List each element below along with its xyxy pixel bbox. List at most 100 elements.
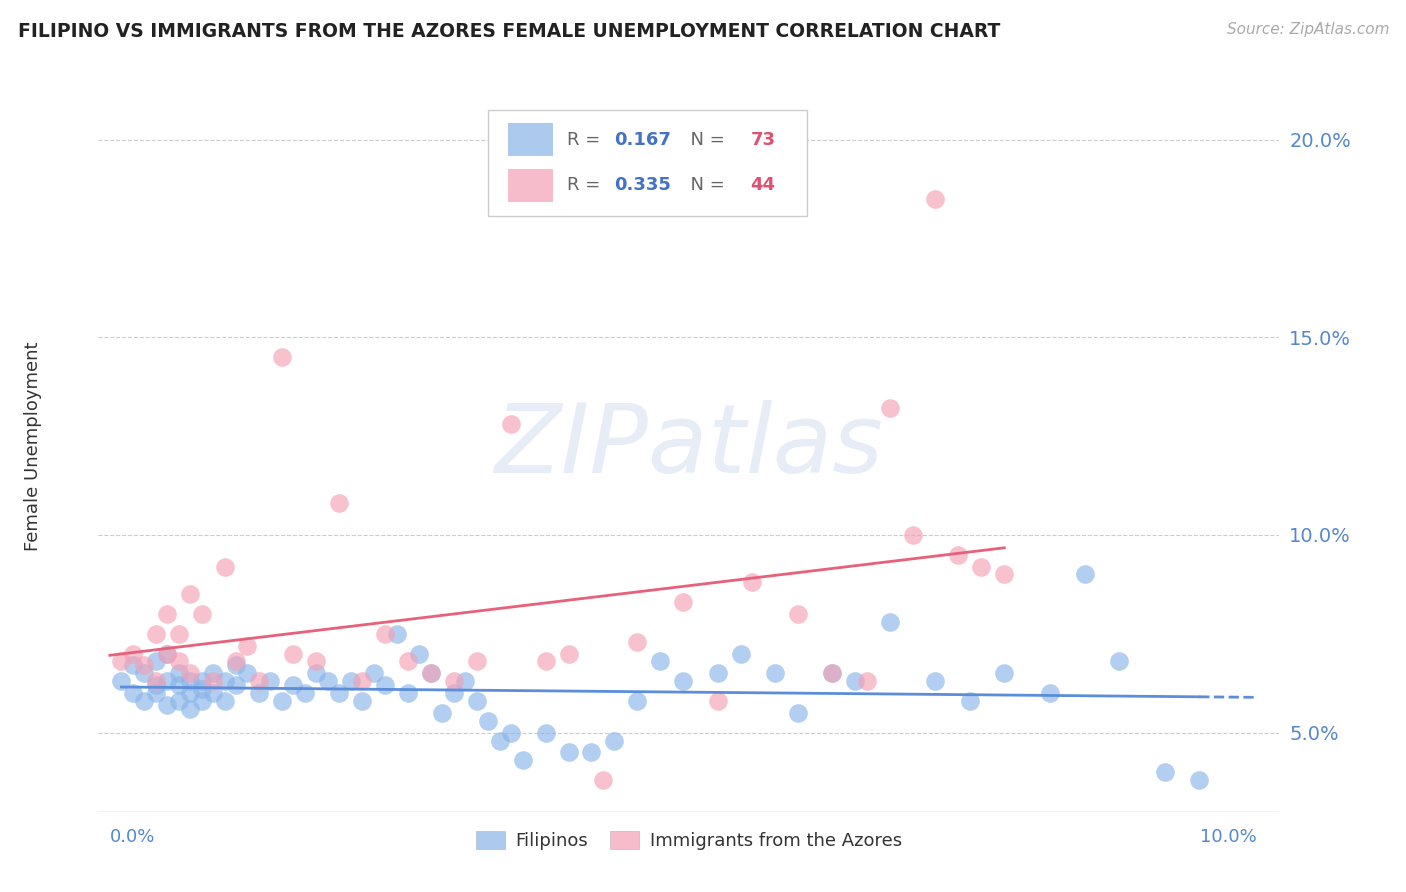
Point	[581, 746, 603, 760]
Point	[156, 647, 179, 661]
Point	[247, 674, 270, 689]
Text: N =: N =	[679, 131, 731, 149]
Point	[477, 714, 499, 728]
Point	[134, 694, 156, 708]
Point	[374, 627, 396, 641]
Point	[385, 627, 408, 641]
Point	[121, 686, 143, 700]
Point	[501, 725, 523, 739]
Point	[454, 674, 477, 689]
Point	[294, 686, 316, 700]
Text: 0.167: 0.167	[614, 131, 672, 149]
Point	[408, 647, 430, 661]
Point	[134, 666, 156, 681]
Point	[603, 733, 626, 747]
Point	[534, 725, 557, 739]
Point	[924, 674, 946, 689]
Point	[214, 559, 236, 574]
Point	[879, 615, 901, 629]
Point	[247, 686, 270, 700]
Text: 0.0%: 0.0%	[110, 828, 155, 846]
Point	[225, 678, 247, 692]
Point	[763, 666, 786, 681]
Point	[305, 655, 328, 669]
Point	[706, 666, 728, 681]
Point	[948, 548, 970, 562]
Point	[179, 686, 201, 700]
Point	[374, 678, 396, 692]
Point	[339, 674, 361, 689]
Text: N =: N =	[679, 177, 731, 194]
Point	[328, 686, 350, 700]
Point	[488, 733, 510, 747]
Point	[855, 674, 877, 689]
Point	[396, 655, 419, 669]
Point	[190, 682, 212, 697]
Point	[145, 627, 167, 641]
Point	[1039, 686, 1062, 700]
Text: ZIPatlas: ZIPatlas	[495, 400, 883, 492]
Text: 73: 73	[751, 131, 775, 149]
Text: R =: R =	[567, 177, 606, 194]
Point	[110, 674, 132, 689]
Point	[316, 674, 339, 689]
Point	[214, 694, 236, 708]
Point	[706, 694, 728, 708]
Point	[901, 528, 924, 542]
Point	[363, 666, 385, 681]
Point	[959, 694, 981, 708]
Point	[534, 655, 557, 669]
Point	[305, 666, 328, 681]
Point	[145, 674, 167, 689]
Point	[202, 686, 225, 700]
Text: 10.0%: 10.0%	[1199, 828, 1257, 846]
Point	[557, 647, 579, 661]
Point	[236, 639, 259, 653]
Point	[156, 674, 179, 689]
Point	[259, 674, 281, 689]
Point	[443, 674, 465, 689]
Point	[283, 647, 305, 661]
Point	[190, 674, 212, 689]
Point	[121, 658, 143, 673]
Point	[672, 595, 695, 609]
Point	[156, 607, 179, 621]
Point	[190, 694, 212, 708]
Point	[741, 575, 763, 590]
Point	[924, 192, 946, 206]
Point	[167, 694, 190, 708]
Point	[844, 674, 866, 689]
Text: 44: 44	[751, 177, 775, 194]
Point	[420, 666, 443, 681]
Point	[352, 674, 374, 689]
Point	[270, 350, 292, 364]
Text: 0.335: 0.335	[614, 177, 672, 194]
Point	[121, 647, 143, 661]
Point	[202, 666, 225, 681]
Point	[1153, 765, 1175, 780]
Point	[432, 706, 454, 720]
Point	[145, 655, 167, 669]
Point	[167, 655, 190, 669]
Point	[993, 666, 1015, 681]
Point	[110, 655, 132, 669]
Point	[557, 746, 579, 760]
Point	[1108, 655, 1130, 669]
Point	[156, 698, 179, 712]
Point	[1073, 567, 1095, 582]
Point	[179, 587, 201, 601]
Point	[786, 607, 808, 621]
FancyBboxPatch shape	[508, 123, 553, 156]
Point	[650, 655, 672, 669]
Point	[328, 496, 350, 510]
Point	[821, 666, 844, 681]
FancyBboxPatch shape	[508, 169, 553, 202]
FancyBboxPatch shape	[488, 110, 807, 216]
Point	[626, 694, 648, 708]
Point	[970, 559, 993, 574]
Point	[626, 634, 648, 648]
Point	[420, 666, 443, 681]
Text: R =: R =	[567, 131, 606, 149]
Point	[879, 401, 901, 416]
Point	[443, 686, 465, 700]
